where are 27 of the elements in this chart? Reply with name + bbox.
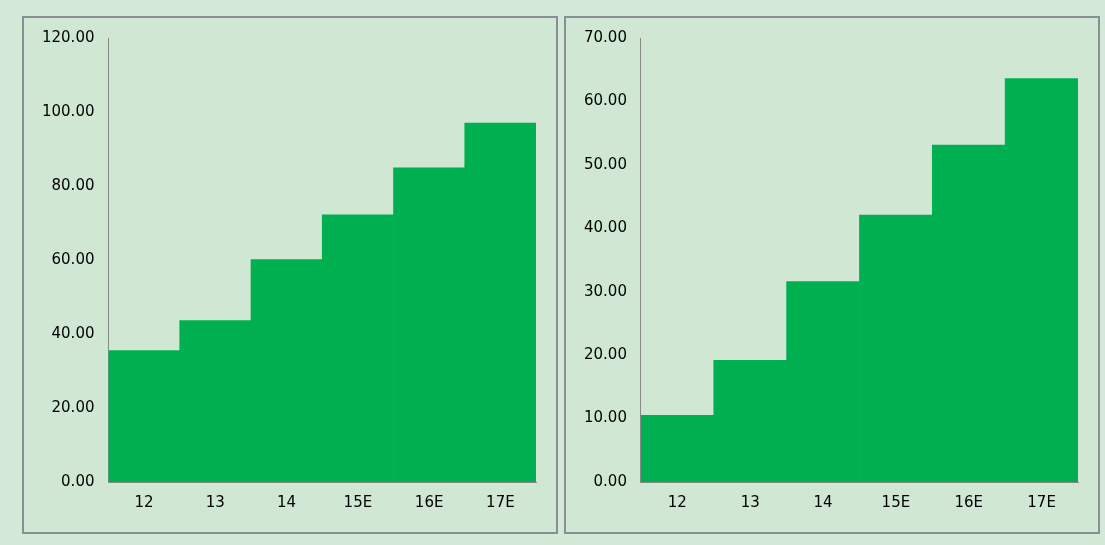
y-tick-label: 20.00 <box>583 345 627 364</box>
y-tick-label: 100.00 <box>41 101 95 120</box>
y-tick-label: 40.00 <box>583 218 627 237</box>
x-tick-label: 16E <box>414 492 444 511</box>
x-tick-label: 13 <box>740 492 760 511</box>
x-tick-label: 16E <box>954 492 984 511</box>
y-tick-label: 80.00 <box>51 175 95 194</box>
x-tick-label: 14 <box>277 492 297 511</box>
y-tick-label: 0.00 <box>593 471 627 490</box>
x-tick-label: 13 <box>205 492 225 511</box>
y-tick-label: 120.00 <box>41 27 95 46</box>
y-tick-label: 60.00 <box>51 249 95 268</box>
x-tick-label: 15E <box>343 492 373 511</box>
x-tick-label: 17E <box>486 492 515 511</box>
y-tick-label: 10.00 <box>583 408 627 427</box>
y-tick-label: 0.00 <box>61 471 95 490</box>
x-tick-label: 12 <box>667 492 687 511</box>
y-tick-label: 20.00 <box>51 397 95 416</box>
y-tick-label: 50.00 <box>583 154 627 173</box>
y-tick-label: 70.00 <box>583 27 627 46</box>
y-tick-label: 40.00 <box>51 323 95 342</box>
y-tick-label: 30.00 <box>583 281 627 300</box>
x-tick-label: 15E <box>881 492 911 511</box>
y-tick-label: 60.00 <box>583 91 627 110</box>
x-tick-label: 14 <box>813 492 833 511</box>
x-tick-label: 17E <box>1027 492 1056 511</box>
x-tick-label: 12 <box>134 492 154 511</box>
